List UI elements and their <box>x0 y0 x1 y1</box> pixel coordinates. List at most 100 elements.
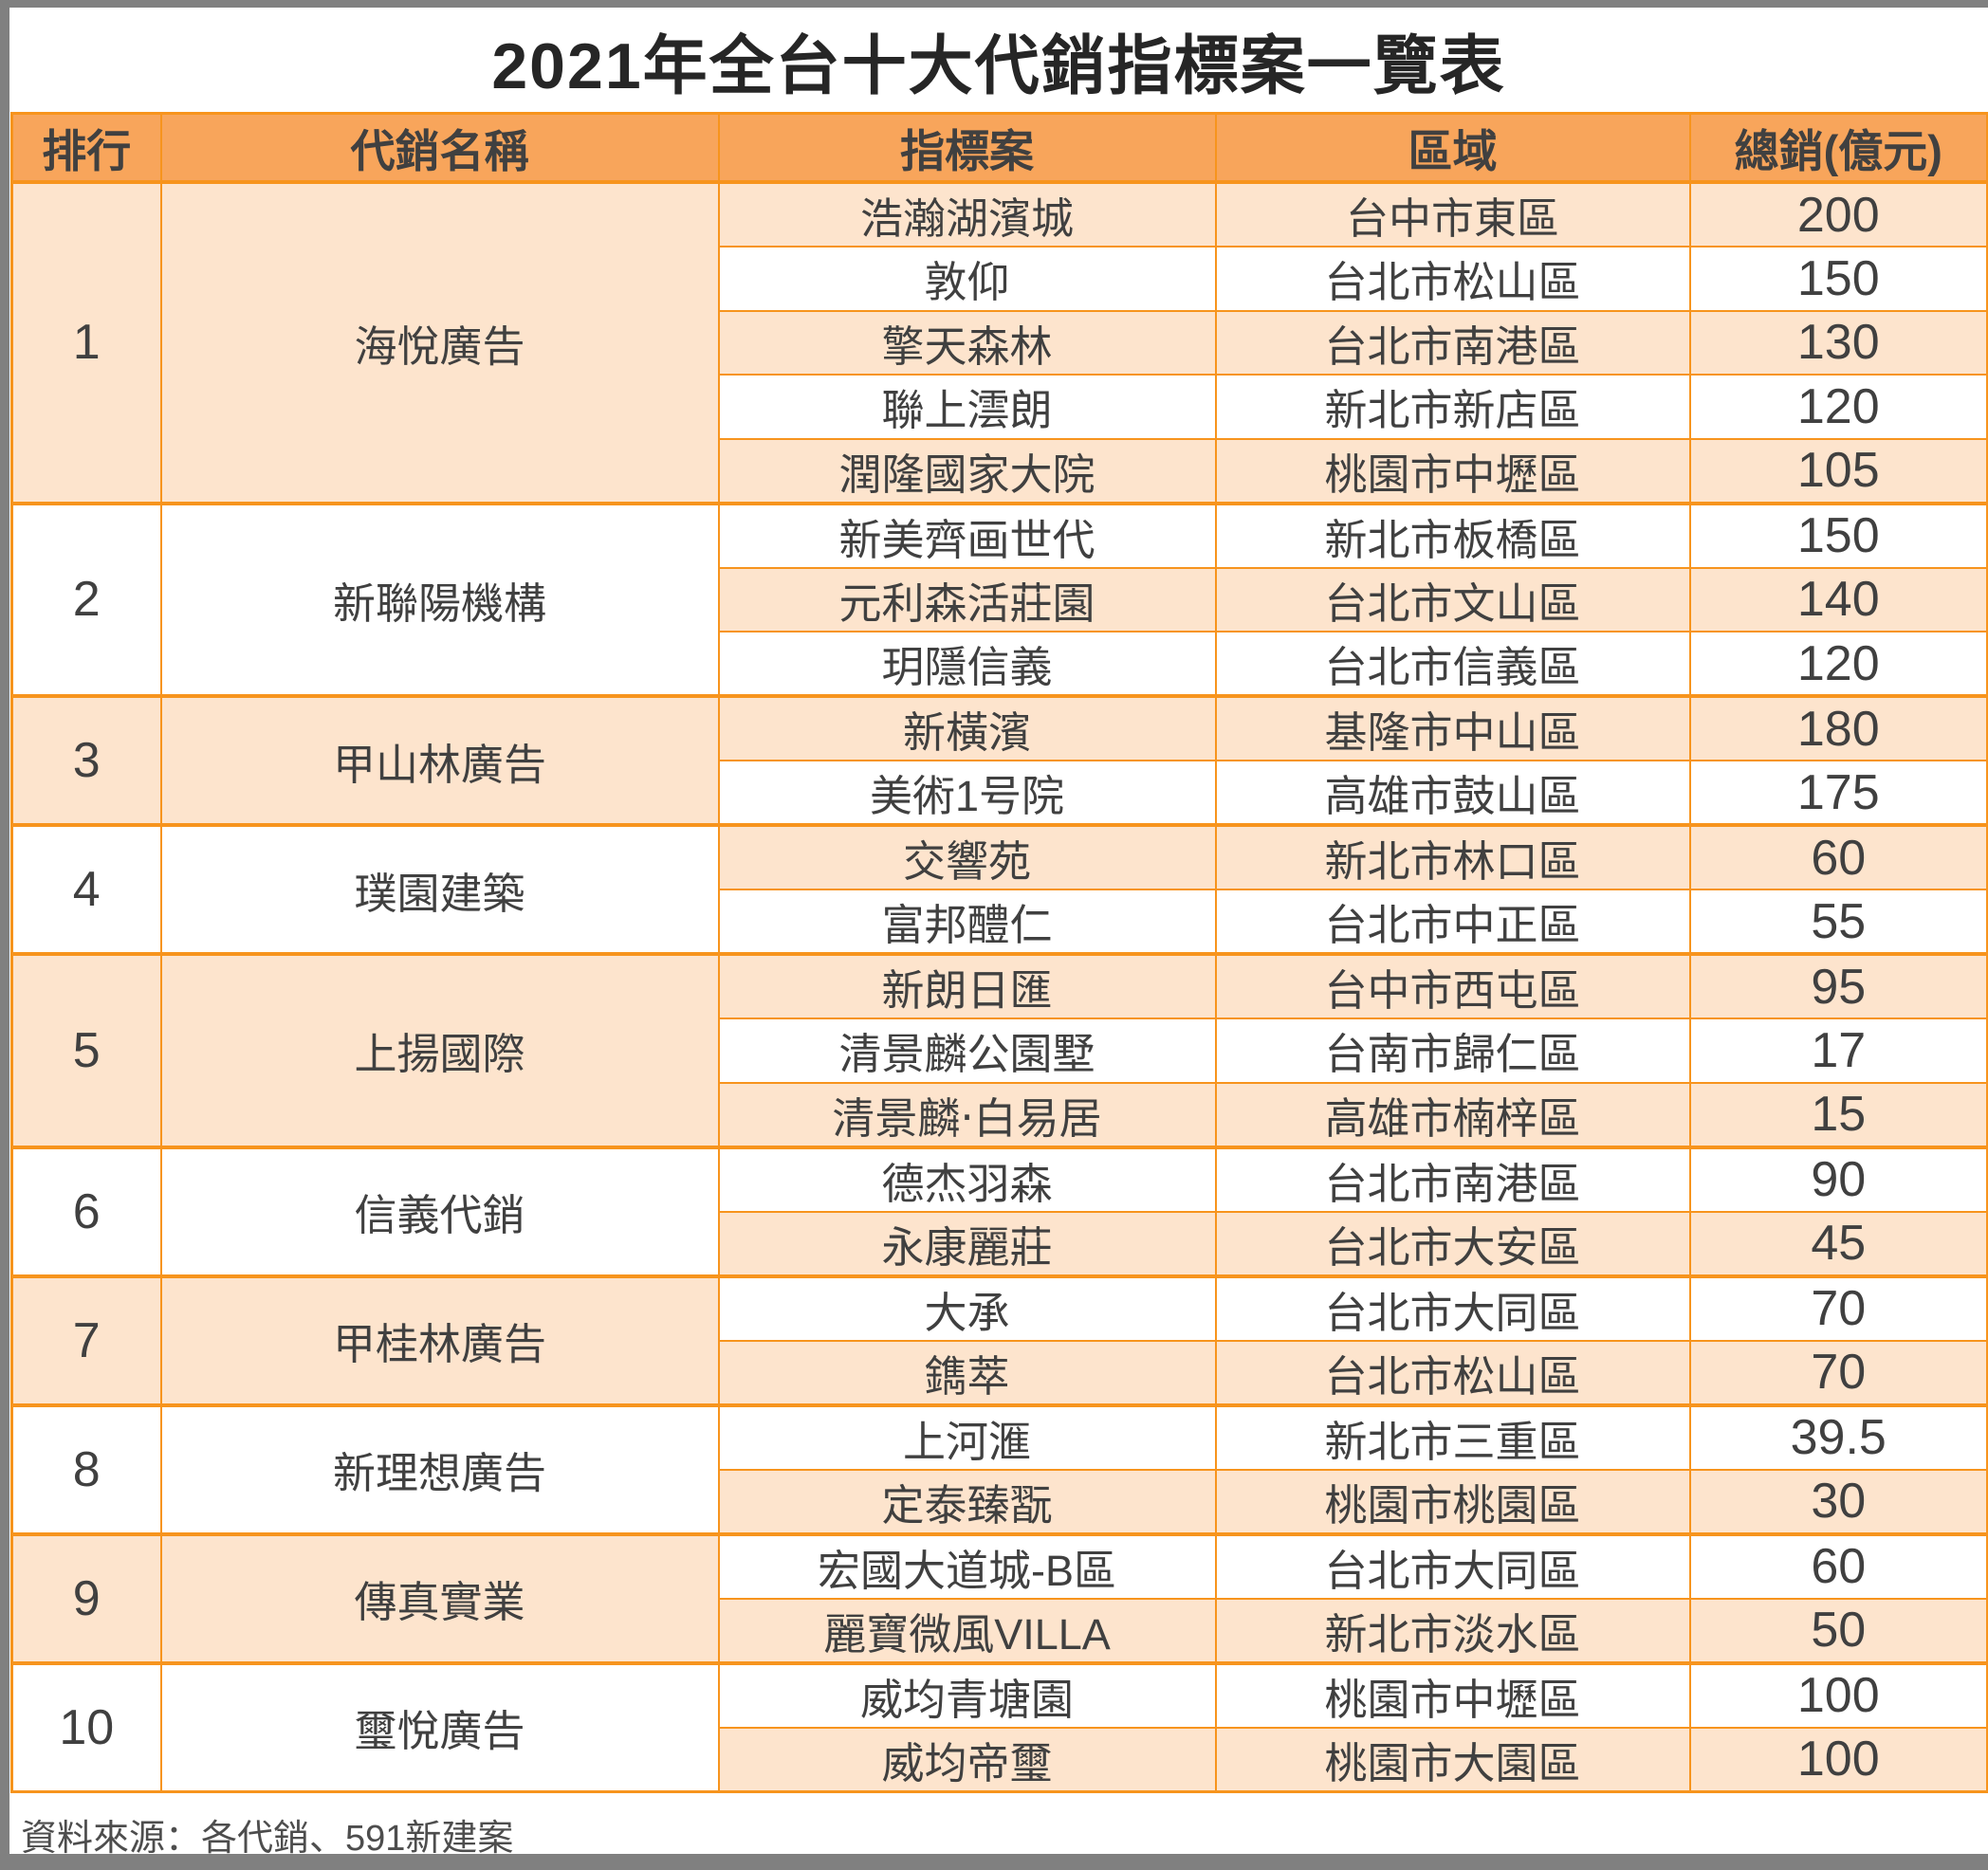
total-cell: 150 <box>1688 246 1988 312</box>
total-cell: 200 <box>1688 180 1988 248</box>
rank-cell: 4 <box>10 823 162 955</box>
project-cell: 敦仰 <box>717 246 1217 312</box>
table-row: 麗寶微風VILLA 新北市淡水區 50 <box>12 1597 1988 1664</box>
region-cell: 台北市中正區 <box>1214 889 1691 955</box>
total-cell: 70 <box>1688 1274 1988 1342</box>
column-header-project: 指標案 <box>717 112 1217 184</box>
region-cell: 台北市信義區 <box>1214 631 1691 697</box>
project-cell: 擎天森林 <box>717 309 1217 376</box>
project-cell: 交響苑 <box>717 823 1217 890</box>
table-row: 3 甲山林廣告 新橫濱 基隆市中山區 180 <box>10 694 1988 826</box>
project-cell: 元利森活莊園 <box>717 566 1217 632</box>
project-cell: 定泰臻翫 <box>717 1468 1217 1535</box>
project-cell: 富邦醴仁 <box>717 889 1217 955</box>
table-row: 8 新理想廣告 上河滙 新北市三重區 39.5 <box>10 1402 1988 1535</box>
rank-cell: 2 <box>10 501 162 697</box>
region-cell: 台北市松山區 <box>1214 246 1691 312</box>
region-cell: 新北市林口區 <box>1214 823 1691 890</box>
project-cell: 清景麟‧白易居 <box>717 1081 1217 1148</box>
table-row: 永康麗莊 台北市大安區 45 <box>12 1210 1988 1277</box>
region-cell: 新北市三重區 <box>1214 1402 1691 1471</box>
rank-cell: 7 <box>10 1274 162 1406</box>
region-cell: 基隆市中山區 <box>1214 694 1691 761</box>
table-row: 元利森活莊園 台北市文山區 140 <box>12 566 1988 632</box>
total-cell: 150 <box>1688 501 1988 569</box>
rank-cell: 1 <box>10 180 162 504</box>
project-cell: 永康麗莊 <box>717 1210 1217 1277</box>
table-body: 1 海悅廣告 浩瀚湖濱城 台中市東區 200 敦仰 台北市松山區 150 擎天森林 台北市南港區 1… <box>10 180 1988 1792</box>
table-row: 9 傳真實業 宏國大道城-B區 台北市大同區 60 <box>10 1531 1988 1664</box>
total-cell: 140 <box>1688 566 1988 632</box>
project-cell: 浩瀚湖濱城 <box>717 180 1217 248</box>
region-cell: 新北市板橋區 <box>1214 501 1691 569</box>
region-cell: 桃園市中壢區 <box>1214 1660 1691 1729</box>
total-cell: 39.5 <box>1688 1402 1988 1471</box>
region-cell: 台北市松山區 <box>1214 1339 1691 1406</box>
region-cell: 台南市歸仁區 <box>1214 1018 1691 1084</box>
total-cell: 100 <box>1688 1660 1988 1729</box>
column-header-region: 區域 <box>1214 112 1691 184</box>
region-cell: 台中市東區 <box>1214 180 1691 248</box>
project-cell: 聯上澐朗 <box>717 374 1217 440</box>
table-row: 定泰臻翫 桃園市桃園區 30 <box>12 1468 1988 1535</box>
total-cell: 70 <box>1688 1339 1988 1406</box>
project-cell: 宏國大道城-B區 <box>717 1531 1217 1600</box>
agency-cell: 海悅廣告 <box>159 180 720 504</box>
table-header: 排行 代銷名稱 指標案 區域 總銷(億元) <box>10 112 1988 184</box>
region-cell: 台北市大同區 <box>1214 1274 1691 1342</box>
agency-cell: 傳真實業 <box>159 1531 720 1664</box>
table-row: 4 璞園建築 交響苑 新北市林口區 60 <box>10 823 1988 955</box>
region-cell: 桃園市大園區 <box>1214 1726 1691 1792</box>
project-cell: 上河滙 <box>717 1402 1217 1471</box>
table-row: 6 信義代銷 德杰羽森 台北市南港區 90 <box>10 1145 1988 1277</box>
region-cell: 桃園市桃園區 <box>1214 1468 1691 1535</box>
column-header-agency: 代銷名稱 <box>159 112 720 184</box>
total-cell: 15 <box>1688 1081 1988 1148</box>
region-cell: 台北市南港區 <box>1214 309 1691 376</box>
project-cell: 清景麟公園墅 <box>717 1018 1217 1084</box>
total-cell: 60 <box>1688 823 1988 890</box>
table-row: 擎天森林 台北市南港區 130 <box>12 309 1988 376</box>
agency-cell: 新聯陽機構 <box>159 501 720 697</box>
total-cell: 100 <box>1688 1726 1988 1792</box>
rank-cell: 9 <box>10 1531 162 1664</box>
project-cell: 新朗日匯 <box>717 952 1217 1019</box>
total-cell: 130 <box>1688 309 1988 376</box>
agency-cell: 璞園建築 <box>159 823 720 955</box>
project-cell: 威均帝璽 <box>717 1726 1217 1792</box>
table-row: 2 新聯陽機構 新美齊画世代 新北市板橋區 150 <box>10 501 1988 697</box>
project-cell: 大承 <box>717 1274 1217 1342</box>
ranking-table: 排行 代銷名稱 指標案 區域 總銷(億元) 1 海悅廣告 浩瀚湖濱城 台中市東區 200 敦仰 台北… <box>10 112 1988 1793</box>
total-cell: 95 <box>1688 952 1988 1019</box>
agency-cell: 信義代銷 <box>159 1145 720 1277</box>
region-cell: 台北市大同區 <box>1214 1531 1691 1600</box>
table-row: 威均帝璽 桃園市大園區 100 <box>12 1726 1988 1792</box>
total-cell: 175 <box>1688 760 1988 826</box>
rank-cell: 10 <box>10 1660 162 1792</box>
project-cell: 玥隱信義 <box>717 631 1217 697</box>
rank-cell: 8 <box>10 1402 162 1535</box>
region-cell: 台北市文山區 <box>1214 566 1691 632</box>
project-cell: 新美齊画世代 <box>717 501 1217 569</box>
table-row: 10 璽悅廣告 威均青塘園 桃園市中壢區 100 <box>10 1660 1988 1792</box>
table-row: 美術1号院 高雄市鼓山區 175 <box>12 760 1988 826</box>
region-cell: 桃園市中壢區 <box>1214 437 1691 504</box>
total-cell: 55 <box>1688 889 1988 955</box>
table-row: 清景麟‧白易居 高雄市楠梓區 15 <box>12 1081 1988 1148</box>
total-cell: 90 <box>1688 1145 1988 1213</box>
header-row: 排行 代銷名稱 指標案 區域 總銷(億元) <box>10 112 1988 184</box>
column-header-total_100m_ntd: 總銷(億元) <box>1688 112 1988 184</box>
page-title: 2021年全台十大代銷指標案一覽表 <box>491 29 1506 102</box>
rank-cell: 5 <box>10 952 162 1148</box>
total-cell: 30 <box>1688 1468 1988 1535</box>
source-note: 資料來源：各代銷、591新建案 <box>21 1818 514 1859</box>
total-cell: 45 <box>1688 1210 1988 1277</box>
project-cell: 威均青塘園 <box>717 1660 1217 1729</box>
agency-cell: 甲山林廣告 <box>159 694 720 826</box>
table-row: 富邦醴仁 台北市中正區 55 <box>12 889 1988 955</box>
region-cell: 高雄市鼓山區 <box>1214 760 1691 826</box>
project-cell: 麗寶微風VILLA <box>717 1597 1217 1664</box>
total-cell: 17 <box>1688 1018 1988 1084</box>
table-row: 5 上揚國際 新朗日匯 台中市西屯區 95 <box>10 952 1988 1148</box>
